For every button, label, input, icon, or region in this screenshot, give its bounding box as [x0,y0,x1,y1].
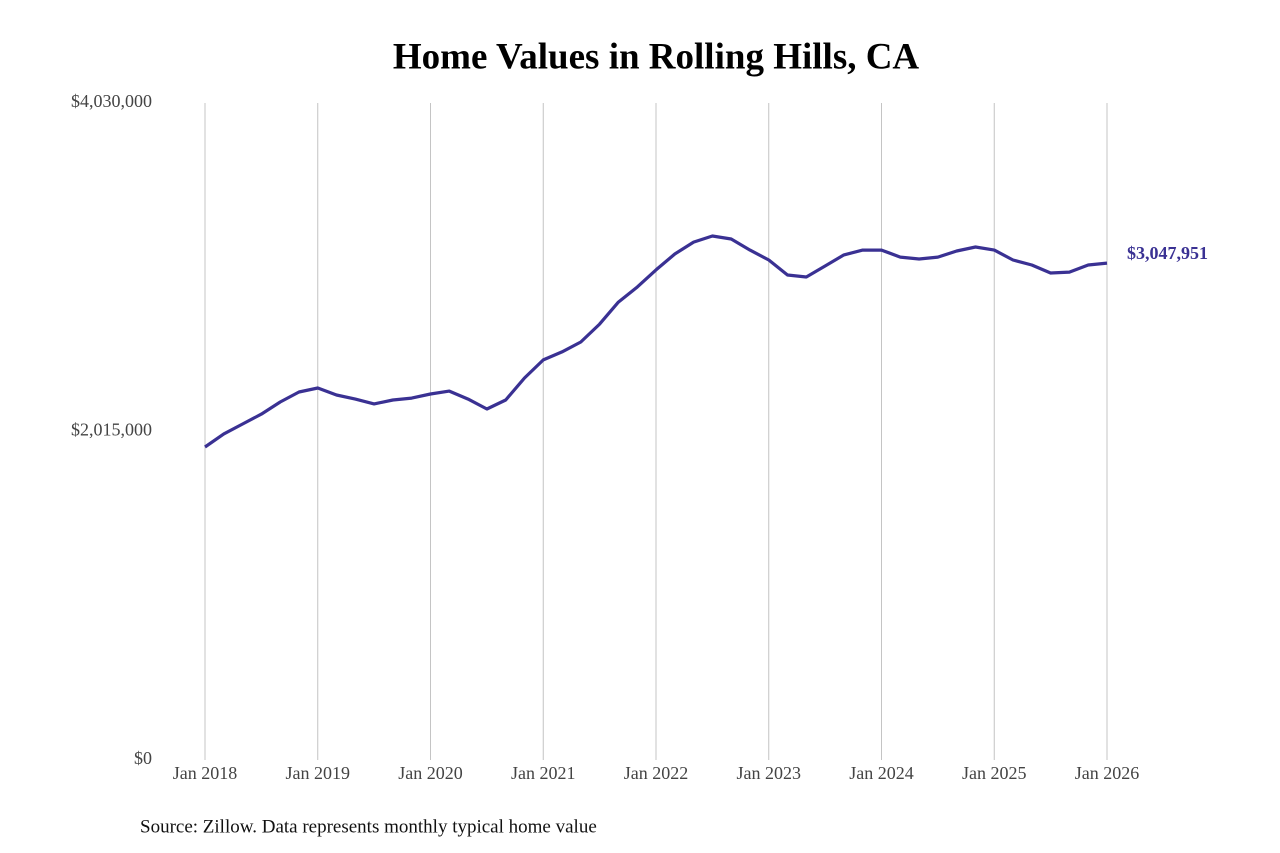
x-tick-label: Jan 2021 [511,763,576,783]
x-tick-label: Jan 2020 [398,763,463,783]
y-tick-label: $4,030,000 [71,91,152,111]
x-tick-label: Jan 2026 [1075,763,1140,783]
x-tick-label: Jan 2022 [624,763,689,783]
x-tick-label: Jan 2024 [849,763,914,783]
x-tick-label: Jan 2019 [286,763,351,783]
line [204,234,1108,449]
source-note: Source: Zillow. Data represents monthly … [140,816,597,837]
value-label: $3,047,951 [1127,243,1208,263]
x-tick-label: Jan 2018 [173,763,238,783]
x-tick-label: Jan 2023 [737,763,802,783]
y-tick-label: $2,015,000 [71,420,152,440]
chart-title: Home Values in Rolling Hills, CA [393,36,920,77]
x-tick-label: Jan 2025 [962,763,1027,783]
y-tick-label: $0 [134,748,152,768]
